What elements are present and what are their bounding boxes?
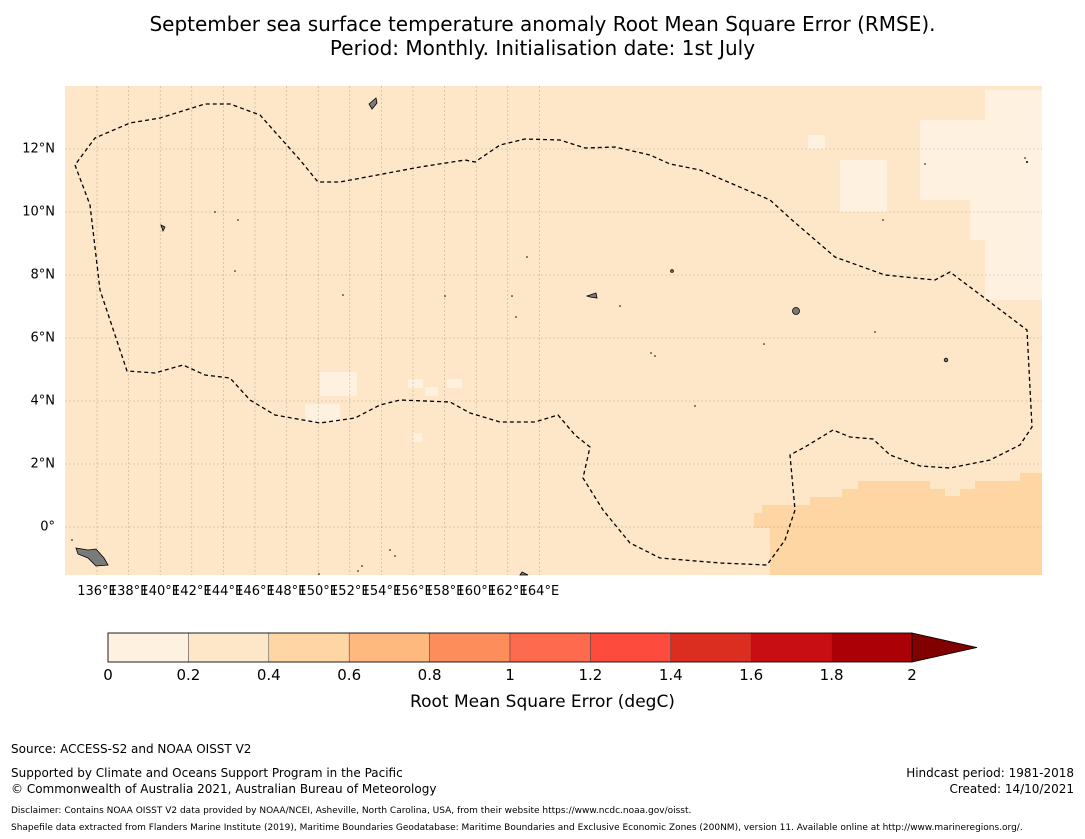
longitude-tick-label: 146°E — [235, 584, 275, 599]
eez-boundary — [74, 103, 1033, 566]
colorbar-segment — [268, 632, 350, 663]
longitude-tick-label: 160°E — [456, 584, 496, 599]
created-date: Created: 14/10/2021 — [949, 782, 1074, 796]
colorbar-tick-label: 2 — [907, 666, 917, 684]
small-atolls — [71, 157, 1028, 575]
colorbar-tick-label: 0.4 — [256, 666, 281, 684]
colorbar — [107, 632, 978, 663]
colorbar-segment — [590, 632, 672, 663]
longitude-tick-label: 154°E — [361, 584, 402, 599]
colorbar-segment — [188, 632, 270, 663]
longitude-tick-label: 156°E — [393, 584, 433, 599]
colorbar-segment — [750, 632, 832, 663]
colorbar-tick-label: 1.2 — [578, 666, 603, 684]
colorbar-tick-label: 0 — [103, 666, 113, 684]
colorbar-tick-label: 0.6 — [337, 666, 362, 684]
colorbar-extend-arrow — [911, 632, 978, 663]
colorbar-tick-label: 0.8 — [417, 666, 442, 684]
colorbar-tick-label: 1.8 — [819, 666, 844, 684]
longitude-tick-label: 164°E — [519, 584, 560, 599]
copyright-text: © Commonwealth of Australia 2021, Austra… — [11, 782, 437, 796]
longitude-tick-label: 136°E — [77, 584, 117, 599]
longitude-tick-label: 142°E — [172, 584, 212, 599]
map-chart — [65, 86, 1042, 663]
latitude-tick-label: 2°N — [30, 456, 56, 472]
colorbar-tick-label: 1.6 — [739, 666, 764, 684]
chart-title-line1: September sea surface temperature anomal… — [149, 12, 936, 36]
colorbar-segment — [107, 632, 189, 663]
colorbar-tick-label: 1.4 — [658, 666, 683, 684]
colorbar-segment — [670, 632, 752, 663]
islands — [75, 97, 949, 576]
mid-rmse-patches — [754, 473, 1042, 575]
longitude-tick-label: 152°E — [330, 584, 370, 599]
longitude-tick-label: 158°E — [424, 584, 465, 599]
hindcast-period: Hindcast period: 1981-2018 — [906, 766, 1074, 780]
colorbar-segment — [831, 632, 913, 663]
latitude-tick-label: 0° — [40, 519, 55, 535]
shapefile-text: Shapefile data extracted from Flanders M… — [11, 823, 1023, 833]
longitude-tick-label: 162°E — [488, 584, 528, 599]
disclaimer-text: Disclaimer: Contains NOAA OISST V2 data … — [11, 806, 692, 816]
supported-text: Supported by Climate and Oceans Support … — [11, 766, 403, 780]
latitude-tick-label: 10°N — [22, 204, 55, 220]
colorbar-label: Root Mean Square Error (degC) — [410, 692, 675, 712]
colorbar-tick-label: 0.2 — [176, 666, 201, 684]
source-text: Source: ACCESS-S2 and NOAA OISST V2 — [11, 742, 252, 756]
latitude-tick-label: 8°N — [30, 267, 56, 283]
longitude-tick-label: 138°E — [108, 584, 149, 599]
longitude-tick-label: 144°E — [203, 584, 244, 599]
colorbar-segment — [509, 632, 591, 663]
colorbar-frame — [107, 632, 913, 663]
colorbar-segment — [429, 632, 511, 663]
gridlines — [65, 86, 1042, 575]
longitude-tick-label: 140°E — [140, 584, 180, 599]
colorbar-segment — [348, 632, 430, 663]
longitude-tick-label: 150°E — [298, 584, 338, 599]
latitude-tick-label: 6°N — [30, 330, 56, 346]
latitude-tick-label: 12°N — [22, 141, 55, 157]
latitude-tick-label: 4°N — [30, 393, 56, 409]
colorbar-tick-label: 1 — [505, 666, 515, 684]
chart-title-line2: Period: Monthly. Initialisation date: 1s… — [329, 36, 756, 60]
low-rmse-patches — [305, 90, 1042, 442]
longitude-tick-label: 148°E — [266, 584, 307, 599]
